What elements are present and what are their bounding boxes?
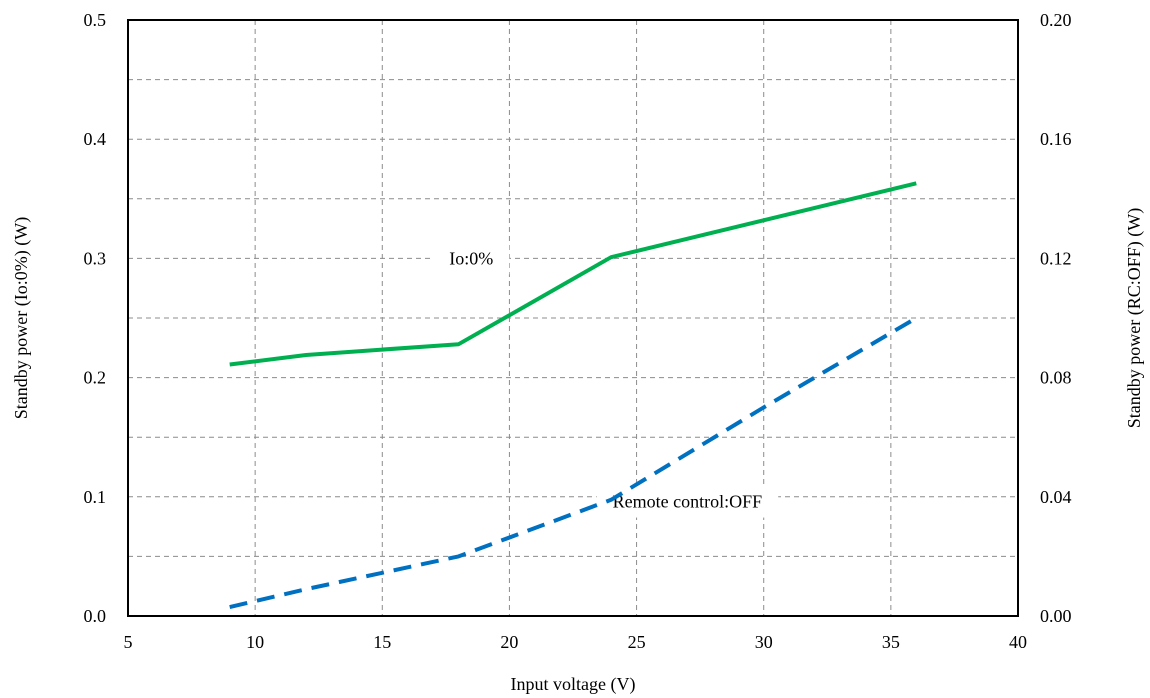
y-left-tick-label: 0.3 [84,248,107,268]
x-tick-labels: 5 10 15 20 25 30 35 40 [124,632,1028,652]
x-tick-label: 40 [1009,632,1027,652]
annotation-background [596,485,779,518]
y-left-tick-labels: 0.0 0.1 0.2 0.3 0.4 0.5 [84,10,107,626]
y-left-tick-label: 0.0 [84,606,107,626]
y-right-tick-label: 0.04 [1040,487,1072,507]
annotation-label: Io:0% [449,248,493,268]
y-right-tick-labels: 0.00 0.04 0.08 0.12 0.16 0.20 [1040,10,1072,626]
x-tick-label: 25 [628,632,646,652]
y-right-tick-label: 0.20 [1040,10,1072,30]
x-axis-label: Input voltage (V) [511,674,636,695]
y-left-tick-label: 0.5 [84,10,107,30]
grid-lines [128,20,1018,616]
annotation-background [433,242,510,275]
annotation-label: Remote control:OFF [613,492,763,512]
y-axis-label-right: Standby power (RC:OFF) (W) [1124,208,1145,428]
annotations: Io:0% Remote control:OFF [433,242,779,518]
y-left-tick-label: 0.4 [84,129,107,149]
y-right-tick-label: 0.12 [1040,248,1072,268]
y-left-tick-label: 0.1 [84,487,107,507]
y-left-tick-label: 0.2 [84,368,107,388]
series-line-rc-off [229,316,918,610]
x-tick-label: 35 [882,632,900,652]
y-right-tick-label: 0.00 [1040,606,1072,626]
x-tick-label: 5 [124,632,133,652]
x-tick-label: 15 [373,632,391,652]
x-tick-label: 20 [500,632,518,652]
y-right-tick-label: 0.08 [1040,368,1072,388]
y-axis-label-left: Standby power (Io:0%) (W) [11,217,32,419]
x-tick-label: 10 [246,632,264,652]
series-lines [229,181,918,610]
plot-frame [127,19,1019,617]
x-tick-label: 30 [755,632,773,652]
y-right-tick-label: 0.16 [1040,129,1072,149]
